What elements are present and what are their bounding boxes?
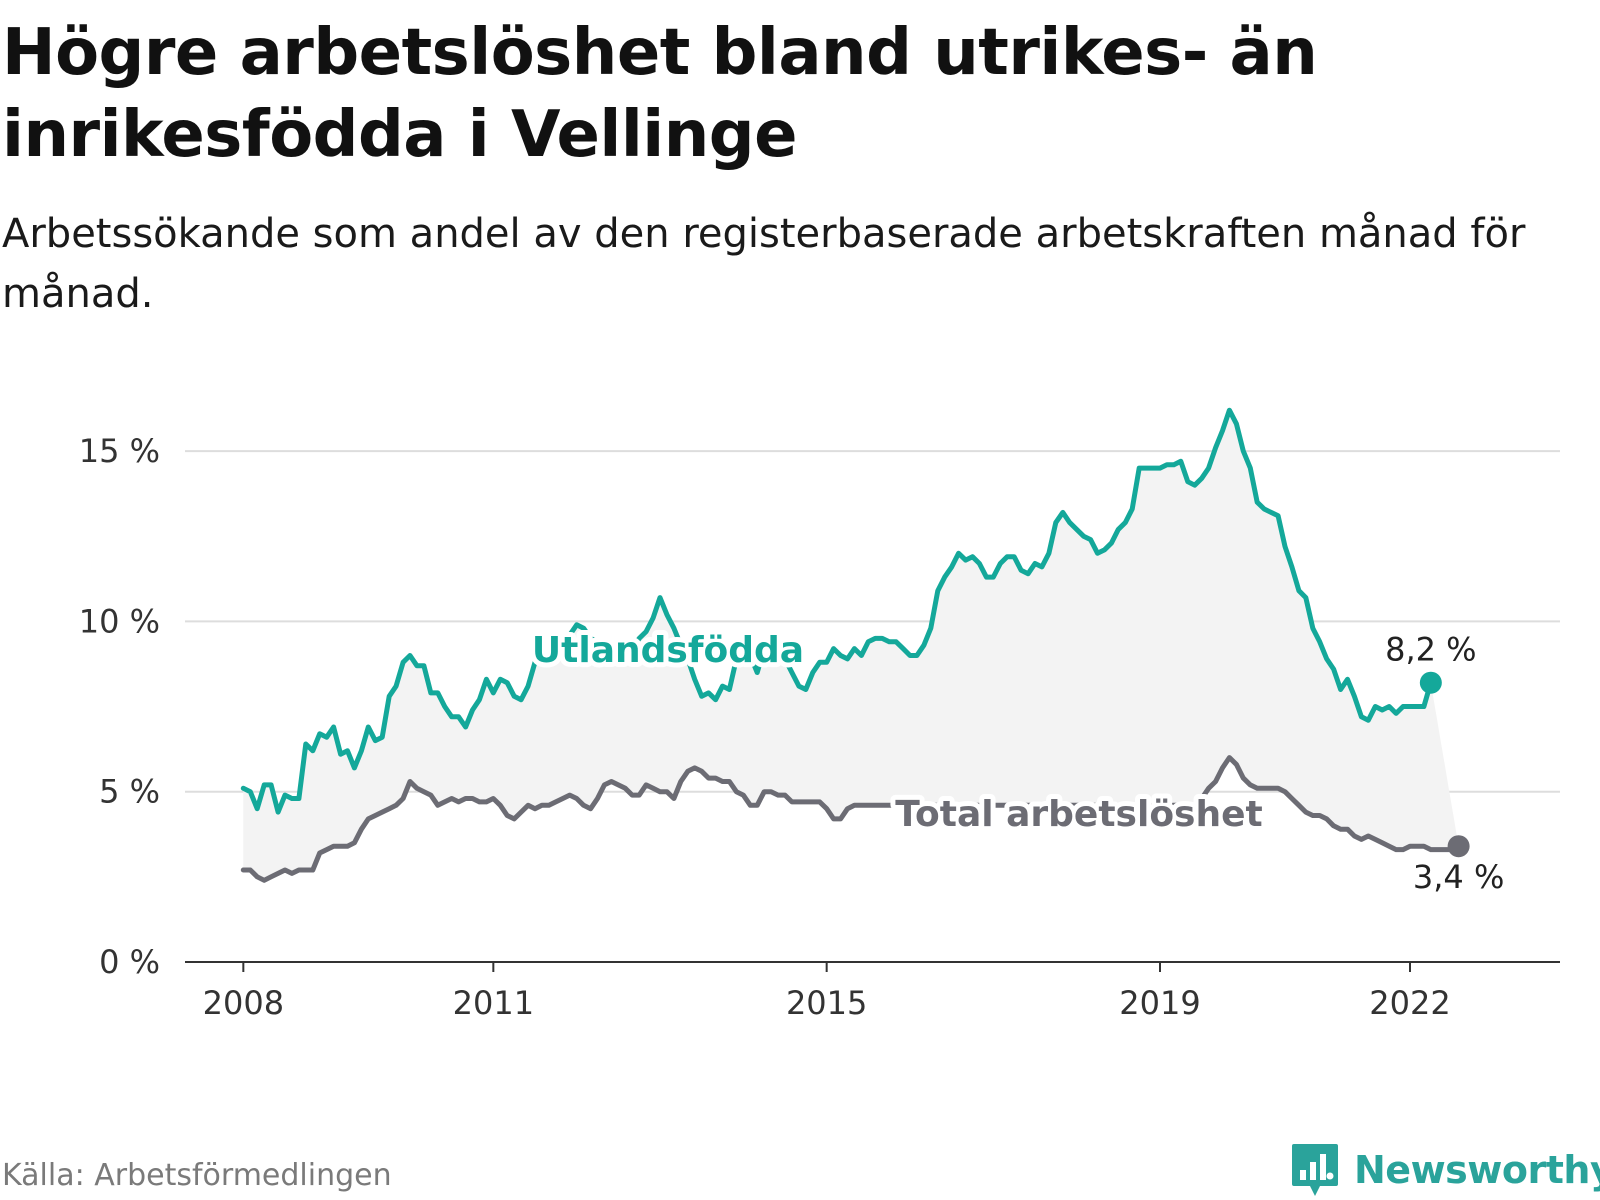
series-line-total-arbetsloshet (240, 755, 1462, 883)
x-tick-label: 2022 (1369, 984, 1450, 1022)
x-tick-label: 2011 (453, 984, 534, 1022)
x-tick-label: 2019 (1119, 984, 1200, 1022)
y-tick-label: 10 % (79, 602, 160, 640)
end-point-utlandsfodda (1419, 671, 1442, 694)
newsworthy-logo: Newsworthy (1290, 1142, 1600, 1198)
difference-band (243, 410, 1459, 881)
x-tick-label: 2015 (786, 984, 867, 1022)
series-label-total-arbetsloshet: Total arbetslöshet (895, 794, 1263, 835)
y-tick-label: 15 % (79, 432, 160, 470)
series-label-utlandsfodda: Utlandsfödda (532, 630, 804, 671)
newsworthy-logo-icon (1292, 1144, 1338, 1196)
end-label-utlandsfodda: 8,2 % (1385, 631, 1476, 669)
x-tick-label: 2008 (203, 984, 284, 1022)
axes: 0 % 5 % 10 % 15 % 2008 2011 2015 2019 2022 (79, 432, 1560, 1022)
series-line-utlandsfodda (240, 407, 1434, 815)
brand-name: Newsworthy (1354, 1148, 1600, 1192)
end-point-total-arbetsloshet (1447, 835, 1470, 858)
chart-title: Högre arbetslöshet bland utrikes- än inr… (2, 16, 1318, 172)
chart-subtitle: Arbetssökande som andel av den registerb… (2, 211, 1526, 317)
y-tick-label: 0 % (99, 943, 160, 981)
line-chart: 0 % 5 % 10 % 15 % 2008 2011 2015 2019 2022 Utlan… (79, 407, 1560, 1022)
y-tick-label: 5 % (99, 773, 160, 811)
source-note: Källa: Arbetsförmedlingen (2, 1158, 392, 1193)
end-label-total-arbetsloshet: 3,4 % (1413, 858, 1504, 896)
